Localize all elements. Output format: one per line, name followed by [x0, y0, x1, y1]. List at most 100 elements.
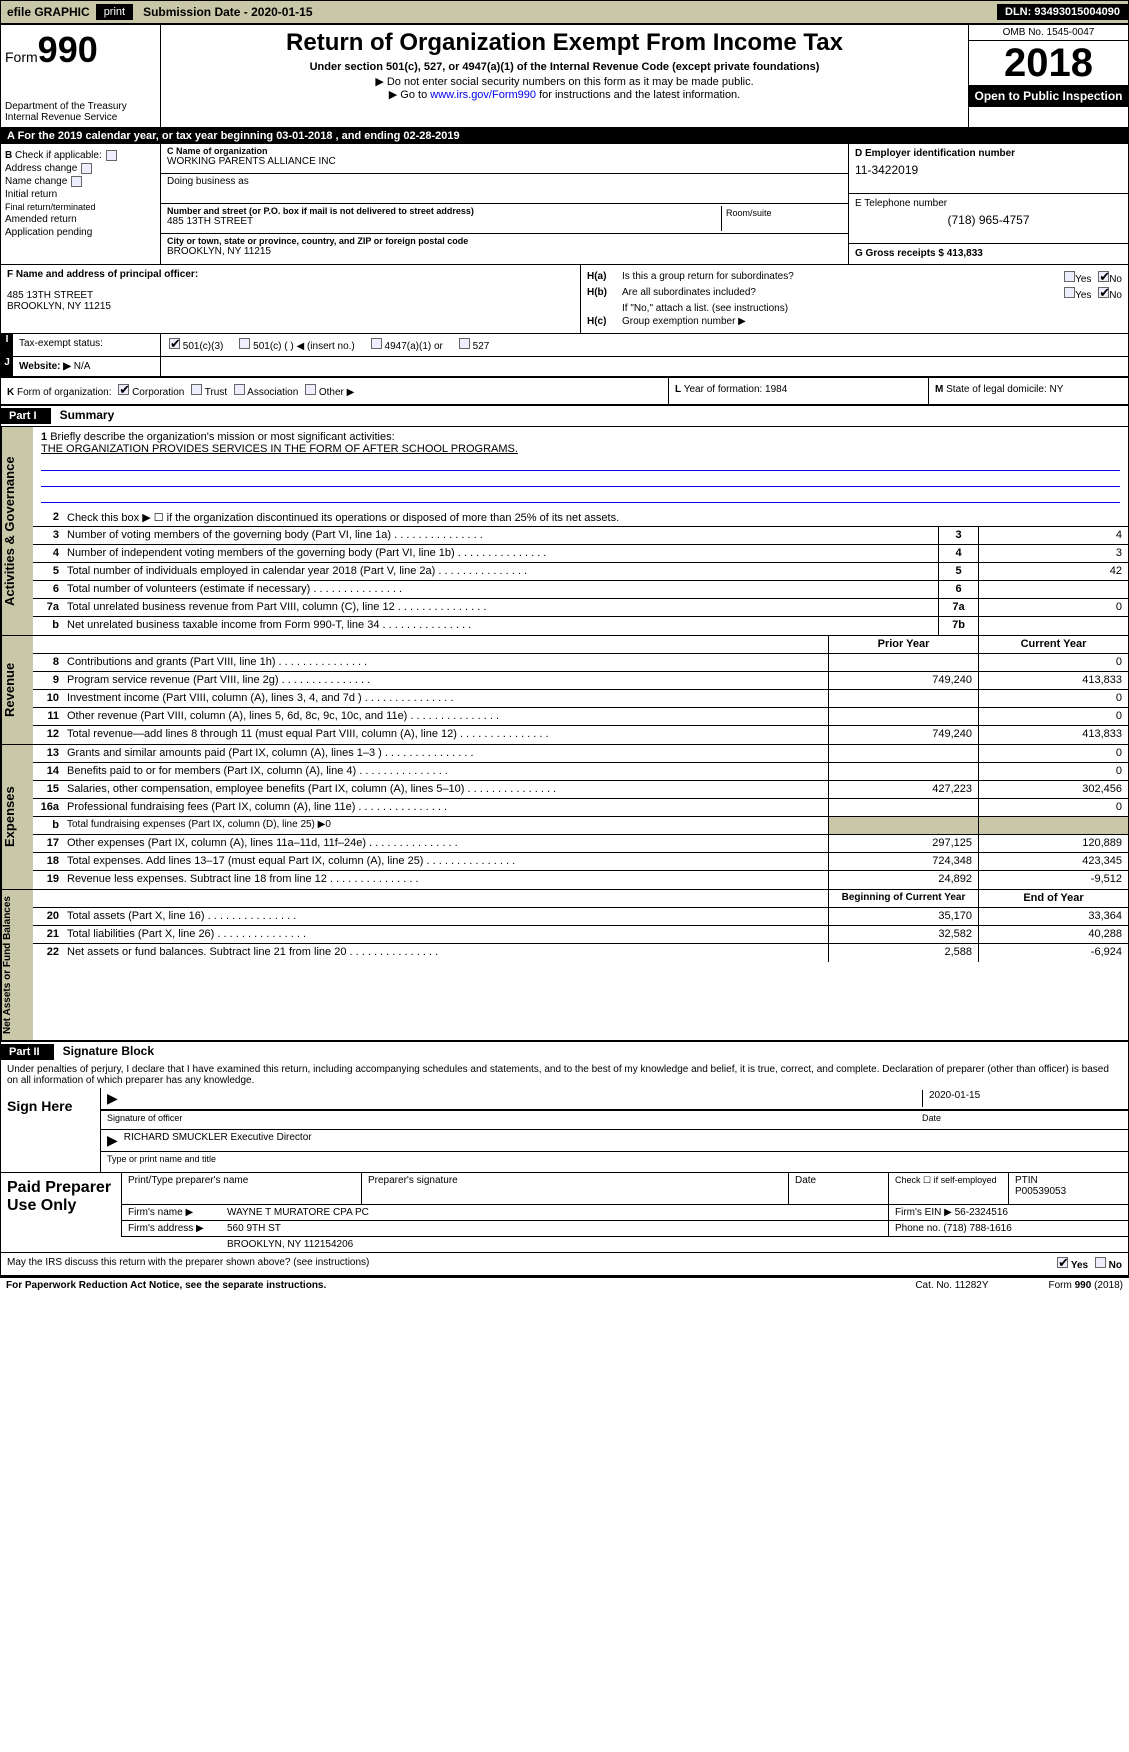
checkbox[interactable]	[305, 384, 316, 395]
discuss-no[interactable]	[1095, 1257, 1106, 1268]
addr-change: Address change	[5, 163, 77, 174]
form-title: Return of Organization Exempt From Incom…	[181, 29, 948, 57]
opt-501c: 501(c) ( ) ◀ (insert no.)	[253, 341, 355, 352]
table-row: 6Total number of volunteers (estimate if…	[33, 581, 1128, 599]
row-a-tax-year: A For the 2019 calendar year, or tax yea…	[1, 128, 1128, 144]
revenue-section: Revenue Prior Year Current Year 8Contrib…	[1, 636, 1128, 745]
checkbox[interactable]	[106, 150, 117, 161]
initial-return: Initial return	[5, 189, 57, 200]
j-label: J	[1, 357, 13, 376]
final-return: Final return/terminated	[5, 202, 96, 212]
l-label: L	[675, 384, 681, 395]
phone-value: (718) 788-1616	[943, 1223, 1011, 1234]
amended: Amended return	[5, 214, 77, 225]
part2-label: Part II	[1, 1044, 54, 1060]
ha-label: H(a)	[587, 271, 622, 285]
preparer-sig-hdr: Preparer's signature	[361, 1173, 788, 1204]
table-row: 2Check this box ▶ ☐ if the organization …	[33, 509, 1128, 527]
checkbox-yes[interactable]	[1064, 287, 1075, 298]
checkbox-no-checked[interactable]	[1098, 287, 1109, 298]
header-left: Form990 Department of the Treasury Inter…	[1, 25, 161, 127]
part1-title: Summary	[54, 408, 115, 422]
form-header: Form990 Department of the Treasury Inter…	[1, 25, 1128, 128]
checkbox-corp[interactable]	[118, 384, 129, 395]
header-center: Return of Organization Exempt From Incom…	[161, 25, 968, 127]
principal-officer-label: F Name and address of principal officer:	[7, 269, 198, 280]
f-block: F Name and address of principal officer:…	[1, 265, 581, 333]
checkbox[interactable]	[191, 384, 202, 395]
table-row: 10Investment income (Part VIII, column (…	[33, 690, 1128, 708]
expenses-section: Expenses 13Grants and similar amounts pa…	[1, 745, 1128, 890]
firm-name-label: Firm's name ▶	[121, 1205, 221, 1220]
irs-link[interactable]: www.irs.gov/Form990	[430, 89, 536, 101]
checkbox-no-checked[interactable]	[1098, 271, 1109, 282]
ha-text: Is this a group return for subordinates?	[622, 271, 794, 285]
checkbox[interactable]	[81, 163, 92, 174]
paid-preparer-section: Paid Preparer Use Only Print/Type prepar…	[1, 1173, 1128, 1253]
name-change: Name change	[5, 176, 67, 187]
form-990-footer: Form 990 (2018)	[1049, 1280, 1123, 1291]
discuss-question: May the IRS discuss this return with the…	[7, 1257, 369, 1271]
table-row: 4Number of independent voting members of…	[33, 545, 1128, 563]
table-row: 13Grants and similar amounts paid (Part …	[33, 745, 1128, 763]
omb-number: OMB No. 1545-0047	[969, 25, 1128, 41]
opt-trust: Trust	[205, 387, 227, 398]
table-row: 3Number of voting members of the governi…	[33, 527, 1128, 545]
firm-ein-label: Firm's EIN ▶	[895, 1207, 952, 1218]
discuss-yes[interactable]	[1057, 1257, 1068, 1268]
street-address: 485 13TH STREET	[167, 216, 721, 227]
h-block: H(a)Is this a group return for subordina…	[581, 265, 1128, 333]
checkbox[interactable]	[371, 338, 382, 349]
table-row: 11Other revenue (Part VIII, column (A), …	[33, 708, 1128, 726]
part1-label: Part I	[1, 408, 51, 424]
table-row: 7aTotal unrelated business revenue from …	[33, 599, 1128, 617]
table-row: 15Salaries, other compensation, employee…	[33, 781, 1128, 799]
opt-corp: Corporation	[132, 387, 184, 398]
opt-other: Other ▶	[319, 387, 354, 398]
checkbox[interactable]	[234, 384, 245, 395]
col-d-ein: D Employer identification number 11-3422…	[848, 144, 1128, 264]
table-row: 18Total expenses. Add lines 13–17 (must …	[33, 853, 1128, 871]
firm-ein: 56-2324516	[955, 1207, 1008, 1218]
dept-irs: Internal Revenue Service	[5, 112, 156, 123]
tel-label: E Telephone number	[855, 198, 947, 209]
table-row: 14Benefits paid to or for members (Part …	[33, 763, 1128, 781]
section-bcd: B Check if applicable: Address change Na…	[1, 144, 1128, 265]
row-i: I Tax-exempt status: 501(c)(3) 501(c) ( …	[1, 334, 1128, 357]
officer-addr1: 485 13TH STREET	[7, 290, 574, 301]
current-year-hdr: Current Year	[978, 636, 1128, 653]
checkbox[interactable]	[459, 338, 470, 349]
part1-header: Part I Summary	[1, 406, 1128, 427]
hc-text: Group exemption number ▶	[622, 316, 746, 327]
paid-preparer-label: Paid Preparer Use Only	[1, 1173, 121, 1252]
table-row: 19Revenue less expenses. Subtract line 1…	[33, 871, 1128, 889]
checkbox-501c3[interactable]	[169, 338, 180, 349]
checkbox[interactable]	[71, 176, 82, 187]
phone-label: Phone no.	[895, 1223, 941, 1234]
table-row: 5Total number of individuals employed in…	[33, 563, 1128, 581]
firm-addr1: 560 9TH ST	[221, 1221, 888, 1236]
dba-label: Doing business as	[167, 176, 842, 187]
year-formation: Year of formation: 1984	[684, 384, 788, 395]
ein-value: 11-3422019	[855, 159, 1122, 177]
governance-section: Activities & Governance 1 Briefly descri…	[1, 427, 1128, 636]
paperwork-notice: For Paperwork Reduction Act Notice, see …	[6, 1280, 326, 1291]
date-label: Date	[922, 1113, 1122, 1127]
org-name: WORKING PARENTS ALLIANCE INC	[167, 156, 842, 167]
addr-label: Number and street (or P.O. box if mail i…	[167, 206, 721, 216]
table-row: 17Other expenses (Part IX, column (A), l…	[33, 835, 1128, 853]
table-row: 9Program service revenue (Part VIII, lin…	[33, 672, 1128, 690]
form-subtitle: Under section 501(c), 527, or 4947(a)(1)…	[181, 61, 948, 73]
sign-date: 2020-01-15	[922, 1090, 1122, 1107]
cat-no: Cat. No. 11282Y	[915, 1280, 988, 1291]
opt-assoc: Association	[247, 387, 298, 398]
sig-officer-label: Signature of officer	[107, 1113, 922, 1127]
col-c-org-info: C Name of organization WORKING PARENTS A…	[161, 144, 848, 264]
efile-label: efile GRAPHIC	[1, 5, 96, 19]
print-button[interactable]: print	[96, 4, 133, 20]
checkbox[interactable]	[239, 338, 250, 349]
checkbox-yes[interactable]	[1064, 271, 1075, 282]
check-if-label: Check if applicable:	[15, 150, 102, 161]
hc-label: H(c)	[587, 316, 622, 327]
hb-label: H(b)	[587, 287, 622, 301]
